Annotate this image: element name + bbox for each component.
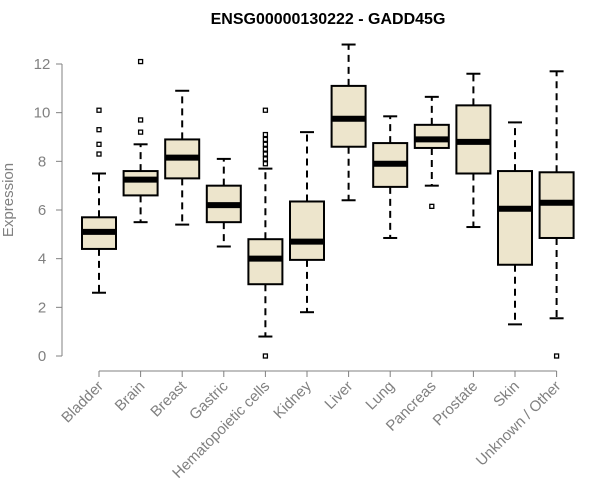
outlier-point xyxy=(262,131,269,138)
outlier-point xyxy=(137,129,144,135)
box-5 xyxy=(289,131,325,314)
x-tick-label: Breast xyxy=(147,377,190,420)
outlier-point xyxy=(96,141,102,147)
outlier-point xyxy=(96,151,102,157)
y-axis: 0 2 4 6 8 10 12 xyxy=(34,56,63,365)
box-8 xyxy=(413,95,450,210)
x-tick-label: Liver xyxy=(321,378,356,413)
x-tick-label: Skin xyxy=(490,378,523,411)
box-3 xyxy=(205,157,242,248)
y-tick-label: 10 xyxy=(34,105,51,122)
y-tick-label: 2 xyxy=(38,299,46,316)
box-1 xyxy=(122,58,159,224)
box-10 xyxy=(497,121,533,326)
outlier-point xyxy=(262,136,269,143)
outlier-point xyxy=(429,203,435,210)
chart-title: ENSG00000130222 - GADD45G xyxy=(211,11,446,28)
box-0 xyxy=(81,107,117,294)
y-tick-label: 6 xyxy=(38,202,46,219)
box-9 xyxy=(455,72,492,229)
box-11 xyxy=(538,70,575,359)
outlier-point xyxy=(96,107,102,113)
box-2 xyxy=(164,89,201,226)
x-tick-label: Prostate xyxy=(430,378,482,430)
plot-area xyxy=(81,43,575,359)
box-iqr xyxy=(122,170,159,197)
y-tick-label: 8 xyxy=(38,153,46,170)
outlier-point xyxy=(262,156,269,162)
box-7 xyxy=(372,115,409,239)
x-tick-label: Bladder xyxy=(58,378,107,427)
outlier-point xyxy=(262,107,269,113)
x-tick-label: Brain xyxy=(112,378,149,415)
outlier-point xyxy=(262,353,269,359)
outlier-point xyxy=(553,353,560,359)
x-tick-label: Kidney xyxy=(270,377,315,422)
outlier-point xyxy=(137,58,144,65)
box-4 xyxy=(247,107,284,359)
outlier-point xyxy=(262,146,269,152)
box-6 xyxy=(330,43,367,202)
outlier-point xyxy=(262,141,269,147)
outlier-point xyxy=(262,151,269,157)
y-tick-label: 12 xyxy=(34,56,51,73)
box-iqr xyxy=(247,238,284,286)
y-tick-label: 4 xyxy=(38,251,46,268)
box-iqr xyxy=(497,170,533,266)
box-iqr xyxy=(289,200,325,261)
x-tick-label: Lung xyxy=(362,378,398,414)
outlier-point xyxy=(137,117,144,123)
outlier-point xyxy=(262,161,269,167)
outlier-point xyxy=(96,127,102,133)
y-axis-label: Expression xyxy=(0,163,17,237)
box-iqr xyxy=(413,123,450,149)
y-tick-label: 0 xyxy=(38,348,46,365)
